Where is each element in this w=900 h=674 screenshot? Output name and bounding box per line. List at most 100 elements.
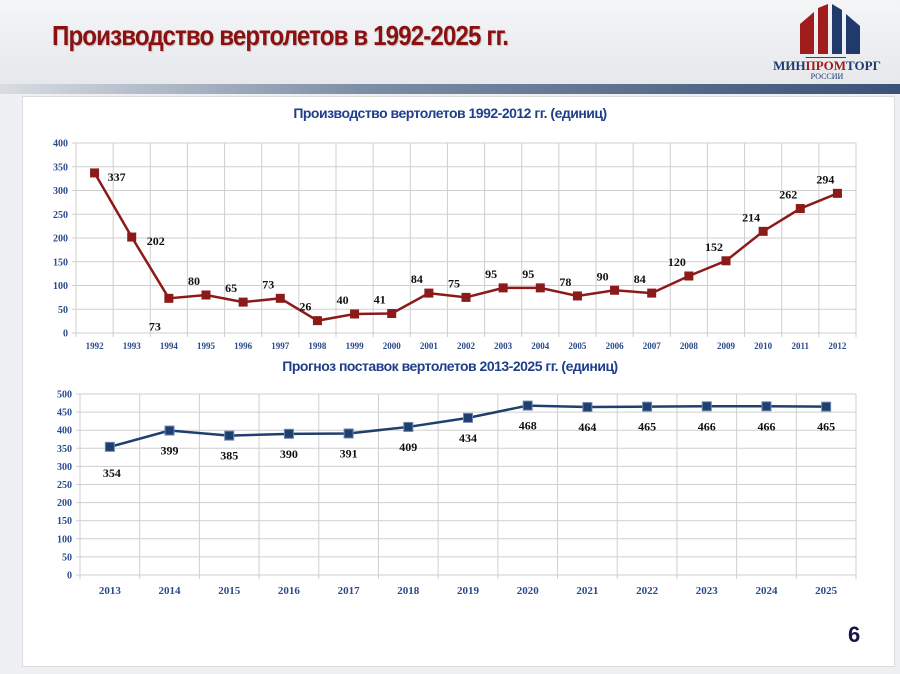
chart2-x-tick: 2014: [159, 585, 182, 597]
chart2-x-tick: 2022: [636, 585, 659, 597]
chart2-point-marker: [821, 401, 832, 412]
chart2-point-marker: [403, 421, 414, 432]
chart2-data-label: 466: [698, 419, 716, 433]
chart1-x-tick: 2009: [717, 341, 736, 351]
chart1-y-tick: 150: [53, 257, 68, 268]
chart1-x-tick: 2000: [383, 341, 402, 351]
chart2-x-tick: 2016: [278, 585, 301, 597]
chart2-y-tick: 350: [57, 444, 72, 455]
chart1-point-marker: [832, 188, 842, 198]
chart2-x-tick: 2020: [517, 585, 540, 597]
chart1-data-label: 202: [147, 234, 165, 248]
page-number: 6: [848, 622, 861, 647]
chart2-x-tick: 2023: [696, 585, 719, 597]
chart2-x-tick: 2025: [815, 585, 838, 597]
chart2-data-label: 468: [519, 419, 537, 433]
chart1-y-tick: 100: [53, 281, 68, 292]
chart1-data-label: 84: [411, 272, 423, 286]
chart1-x-tick: 2006: [606, 341, 625, 351]
chart2-y-tick: 450: [57, 408, 72, 419]
chart1-x-tick: 2004: [531, 341, 550, 351]
chart2-y-tick: 400: [57, 426, 72, 437]
chart2-y-tick: 300: [57, 462, 72, 473]
chart1-x-tick: 2011: [792, 341, 810, 351]
header-divider: [0, 84, 900, 94]
chart1-x-tick: 1996: [234, 341, 253, 351]
chart1-data-label: 337: [108, 170, 126, 184]
chart1-x-tick: 1997: [271, 341, 290, 351]
chart2-point-marker: [104, 441, 115, 452]
chart2-y-tick: 0: [67, 571, 72, 582]
chart1-title: Производство вертолетов 1992-2012 гг. (е…: [293, 105, 607, 121]
chart2-point-marker: [522, 400, 533, 411]
chart1-x-tick: 2005: [568, 341, 587, 351]
chart1-x-tick: 1995: [197, 341, 216, 351]
chart1-point-marker: [610, 285, 620, 295]
chart2-point-marker: [164, 425, 175, 436]
minpromtorg-logo: МИНПРОМТОРГ РОССИИ: [762, 4, 892, 84]
chart2-x-tick: 2017: [338, 585, 361, 597]
chart2-data-label: 466: [757, 419, 775, 433]
chart1-point-marker: [758, 226, 768, 236]
chart1-x-tick: 1998: [308, 341, 327, 351]
chart1-point-marker: [572, 291, 582, 301]
chart1-data-label: 41: [374, 293, 386, 307]
chart2-data-label: 434: [459, 431, 477, 445]
chart1-x-tick: 1992: [86, 341, 105, 351]
chart1-point-marker: [461, 292, 471, 302]
chart2-x-tick: 2024: [755, 585, 778, 597]
chart2-data-label: 390: [280, 447, 298, 461]
chart1-data-label: 95: [485, 267, 497, 281]
chart1-data-label: 294: [816, 172, 834, 186]
chart1-x-tick: 2010: [754, 341, 773, 351]
chart1-point-marker: [684, 271, 694, 281]
chart2-data-label: 464: [578, 420, 596, 434]
chart1-y-tick: 200: [53, 234, 68, 245]
chart1-point-marker: [795, 204, 805, 214]
chart1-data-label: 65: [225, 281, 237, 295]
chart1-y-tick: 350: [53, 162, 68, 173]
chart2-point-marker: [761, 401, 772, 412]
chart2-y-tick: 100: [57, 534, 72, 545]
chart2-data-label: 354: [103, 466, 121, 480]
chart2-data-label: 409: [399, 440, 417, 454]
chart1-data-label: 75: [448, 276, 460, 290]
chart2-x-tick: 2021: [576, 585, 598, 597]
logo-text: МИНПРОМТОРГ: [762, 58, 892, 74]
chart1-point-marker: [721, 256, 731, 266]
chart1-y-tick: 50: [58, 305, 68, 316]
chart1-point-marker: [90, 168, 100, 178]
chart1-data-label: 78: [559, 275, 571, 289]
content-panel: [22, 96, 895, 667]
chart1-x-tick: 1993: [123, 341, 142, 351]
logo-text-part: ТОРГ: [846, 58, 881, 73]
chart2-data-label: 391: [340, 446, 358, 460]
chart1-data-label: 214: [742, 210, 760, 224]
chart1-data-label: 90: [597, 269, 609, 283]
chart1-point-marker: [312, 316, 322, 326]
chart1-data-label: 73: [149, 319, 161, 333]
chart1-point-marker: [164, 293, 174, 303]
logo-emblem-icon: [800, 4, 860, 54]
chart2-x-tick: 2013: [99, 585, 122, 597]
chart1-point-marker: [238, 297, 248, 307]
chart1-y-tick: 250: [53, 210, 68, 221]
chart1-point-marker: [387, 309, 397, 319]
chart1-y-tick: 300: [53, 186, 68, 197]
chart2-point-marker: [582, 402, 593, 413]
chart1-point-marker: [498, 283, 508, 293]
chart1-point-marker: [424, 288, 434, 298]
chart2-x-tick: 2015: [218, 585, 241, 597]
chart1-point-marker: [201, 290, 211, 300]
chart1-point-marker: [275, 293, 285, 303]
chart2-point-marker: [343, 428, 354, 439]
chart1-point-marker: [647, 288, 657, 298]
chart2-data-label: 465: [638, 420, 656, 434]
chart2-y-tick: 250: [57, 480, 72, 491]
chart1-x-tick: 2001: [420, 341, 439, 351]
chart2-y-tick: 150: [57, 516, 72, 527]
chart2-point-marker: [701, 401, 712, 412]
logo-text-part: ПРОМ: [805, 58, 847, 73]
chart1-data-label: 152: [705, 240, 723, 254]
